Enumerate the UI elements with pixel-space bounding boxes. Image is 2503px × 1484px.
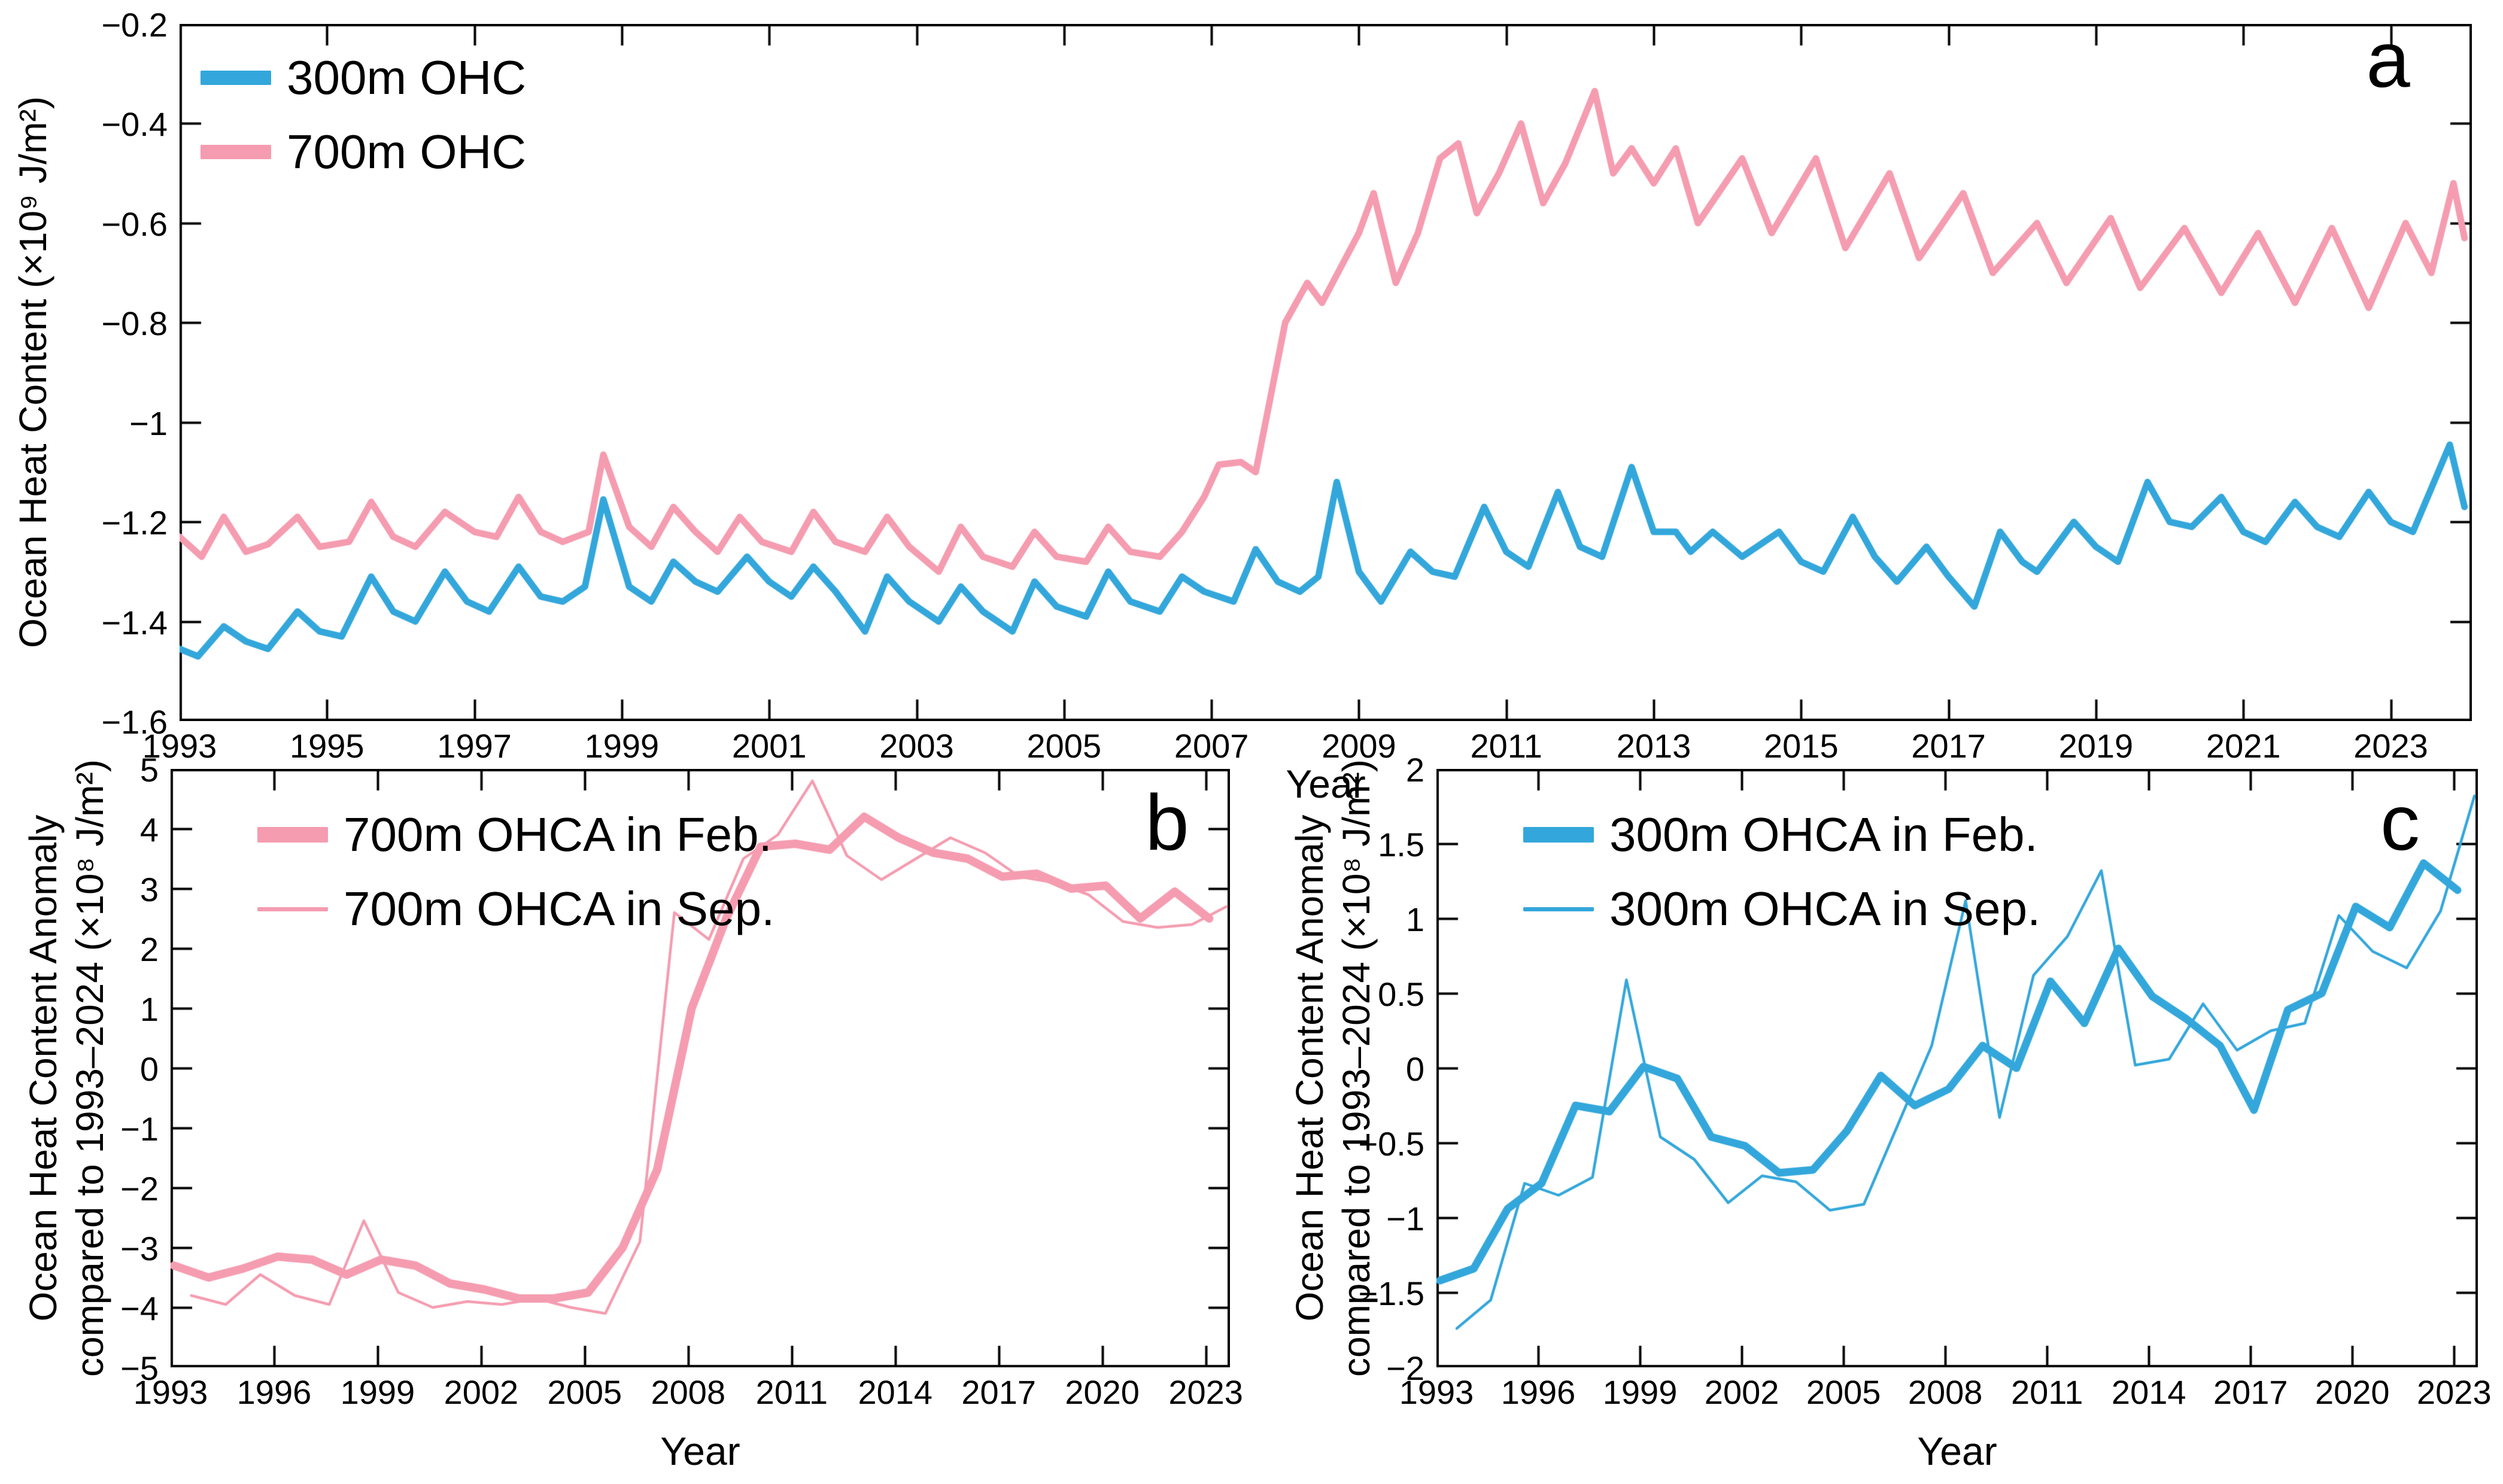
legend-swatch-700m-ohc-icon: [201, 145, 271, 159]
y-tick-label: −1.4: [101, 603, 168, 641]
x-tick-label: 2014: [858, 1373, 933, 1411]
y-tick-label: −1.6: [101, 703, 168, 741]
x-tick-label: 2005: [547, 1373, 622, 1411]
y-tick-label: −0.6: [101, 205, 168, 243]
legend-label-700m-ohc: 700m OHC: [287, 125, 527, 178]
y-tick-label: 1: [1405, 901, 1424, 938]
panel-a-y-axis-label: Ocean Heat Content (×10⁹ J/m²): [11, 96, 54, 649]
y-tick-label: 2: [1405, 751, 1424, 789]
y-tick-label: −1: [129, 404, 168, 442]
panel-b-legend: 700m OHCA in Feb. 700m OHCA in Sep.: [257, 811, 774, 933]
x-tick-label: 2009: [1322, 727, 1396, 765]
legend-entry-300m-ohca-sep: 300m OHCA in Sep.: [1523, 885, 2040, 933]
panel-a-letter: a: [2366, 16, 2410, 104]
x-tick-label: 2020: [2314, 1373, 2390, 1411]
panel-b-letter: b: [1145, 779, 1189, 866]
x-tick-label: 2008: [651, 1373, 726, 1411]
x-tick-label: 1993: [133, 1373, 208, 1411]
panel-b-x-axis-label: Year: [660, 1429, 740, 1473]
x-tick-label: 1997: [437, 727, 512, 765]
legend-entry-300m-ohc: 300m OHC: [201, 54, 526, 102]
x-tick-label: 2021: [2206, 727, 2281, 765]
legend-swatch-300m-ohca-feb-icon: [1523, 827, 1594, 843]
panel-a-plot-canvas: [180, 24, 2472, 721]
panel-b-plot-canvas: [171, 769, 1230, 1367]
x-tick-label: 2011: [2010, 1373, 2083, 1411]
panel-c-plot-canvas: [1436, 769, 2478, 1367]
x-tick-label: 2005: [1806, 1373, 1881, 1411]
y-tick-label: −5: [120, 1349, 159, 1387]
y-tick-label: 1: [139, 990, 159, 1028]
x-tick-label: 1999: [584, 727, 660, 765]
legend-swatch-700m-ohca-sep-icon: [257, 907, 328, 911]
y-tick-label: −2: [120, 1170, 159, 1208]
x-tick-label: 2002: [444, 1373, 519, 1411]
y-tick-label: −3: [120, 1230, 159, 1267]
panel-c-letter: c: [2380, 779, 2420, 866]
x-tick-label: 2008: [1907, 1373, 1983, 1411]
x-tick-label: 2011: [755, 1373, 828, 1411]
x-tick-label: 2014: [2111, 1373, 2186, 1411]
legend-swatch-700m-ohca-feb-icon: [257, 827, 328, 843]
x-tick-label: 2005: [1026, 727, 1102, 765]
y-tick-label: 3: [139, 871, 159, 908]
y-tick-label: −1: [120, 1110, 159, 1148]
panel-c-x-axis-label: Year: [1917, 1429, 1997, 1473]
y-tick-label: 0.5: [1378, 975, 1424, 1013]
x-tick-label: 2023: [1168, 1373, 1243, 1411]
y-tick-label: −0.4: [101, 105, 168, 144]
y-tick-label: −1: [1386, 1200, 1424, 1237]
y-tick-label: 2: [139, 930, 159, 968]
legend-label-700m-ohca-sep: 700m OHCA in Sep.: [344, 882, 775, 935]
x-tick-label: 2007: [1174, 727, 1249, 765]
legend-label-300m-ohca-feb: 300m OHCA in Feb.: [1609, 808, 2038, 861]
panel-a-legend: 300m OHC 700m OHC: [201, 54, 526, 176]
x-tick-label: 2015: [1764, 727, 1839, 765]
y-tick-label: 0: [1405, 1050, 1424, 1088]
y-tick-label: −0.5: [1358, 1125, 1424, 1163]
x-tick-label: 1996: [1500, 1373, 1576, 1411]
x-tick-label: 2001: [731, 727, 807, 765]
y-tick-label: −1.2: [101, 504, 168, 542]
x-tick-label: 1999: [1602, 1373, 1678, 1411]
x-tick-label: 2017: [1911, 727, 1986, 765]
y-tick-label: −0.8: [101, 305, 168, 343]
x-tick-label: 2023: [2353, 727, 2428, 765]
legend-label-300m-ohc: 300m OHC: [287, 51, 527, 104]
x-tick-label: 2002: [1704, 1373, 1779, 1411]
y-tick-label: 5: [139, 751, 159, 789]
legend-entry-700m-ohca-sep: 700m OHCA in Sep.: [257, 885, 774, 933]
x-tick-label: 2011: [1470, 727, 1542, 765]
legend-entry-700m-ohc: 700m OHC: [201, 128, 526, 176]
panel-a-x-axis-label: Year: [1286, 762, 1366, 806]
x-tick-label: 2003: [879, 727, 954, 765]
y-tick-label: −0.2: [101, 6, 168, 44]
x-tick-label: 2017: [961, 1373, 1036, 1411]
y-tick-label: 4: [139, 811, 159, 849]
panel-c-legend: 300m OHCA in Feb. 300m OHCA in Sep.: [1523, 811, 2040, 933]
legend-entry-300m-ohca-feb: 300m OHCA in Feb.: [1523, 811, 2040, 859]
legend-swatch-300m-ohc-icon: [201, 71, 271, 85]
legend-entry-700m-ohca-feb: 700m OHCA in Feb.: [257, 811, 774, 859]
y-tick-label: −2: [1386, 1349, 1424, 1387]
x-tick-label: 1993: [142, 727, 217, 765]
x-tick-label: 1999: [340, 1373, 415, 1411]
x-tick-label: 2017: [2213, 1373, 2288, 1411]
legend-label-700m-ohca-feb: 700m OHCA in Feb.: [344, 808, 772, 861]
x-tick-label: 1996: [236, 1373, 312, 1411]
x-tick-label: 2013: [1616, 727, 1691, 765]
legend-label-300m-ohca-sep: 300m OHCA in Sep.: [1609, 882, 2041, 935]
x-tick-label: 2019: [2058, 727, 2134, 765]
y-tick-label: −4: [120, 1290, 159, 1327]
legend-swatch-300m-ohca-sep-icon: [1523, 907, 1594, 911]
x-tick-label: 2020: [1065, 1373, 1140, 1411]
y-tick-label: −1.5: [1358, 1275, 1424, 1312]
y-tick-label: 0: [139, 1050, 159, 1088]
x-tick-label: 1993: [1399, 1373, 1474, 1411]
x-tick-label: 2023: [2417, 1373, 2492, 1411]
x-tick-label: 1995: [290, 727, 364, 765]
y-tick-label: 1.5: [1378, 826, 1424, 863]
